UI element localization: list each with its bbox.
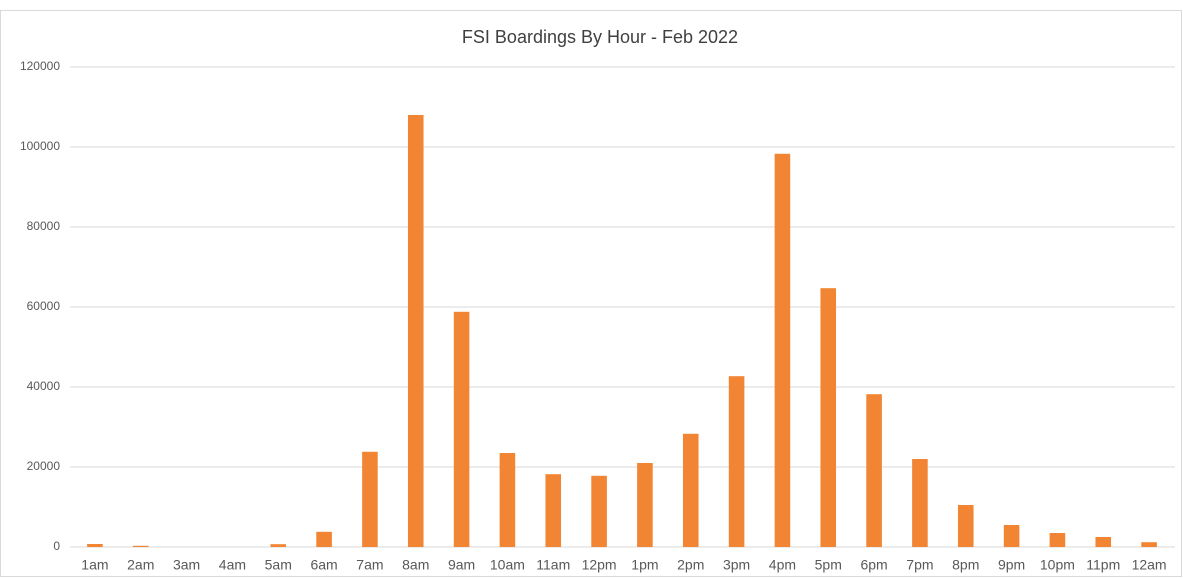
- x-tick-label: 6pm: [860, 557, 887, 573]
- x-tick-label: 2pm: [677, 557, 704, 573]
- bar: [87, 544, 103, 547]
- x-tick-label: 5am: [265, 557, 292, 573]
- x-tick-label: 9am: [448, 557, 475, 573]
- bar: [1003, 525, 1020, 547]
- chart-frame: [0, 10, 1182, 577]
- bar: [407, 115, 424, 547]
- y-tick-label: 120000: [20, 59, 60, 73]
- bar: [1141, 542, 1157, 547]
- x-tick-label: 8am: [402, 557, 429, 573]
- bar: [545, 474, 562, 547]
- bar: [728, 376, 745, 547]
- bar: [957, 505, 974, 547]
- bar: [591, 475, 607, 547]
- x-tick-label: 11pm: [1086, 557, 1120, 573]
- x-tick-label: 6am: [310, 557, 337, 573]
- x-tick-label: 1pm: [631, 557, 658, 573]
- bar: [682, 433, 699, 547]
- x-tick-label: 7pm: [906, 557, 933, 573]
- x-tick-label: 9pm: [998, 557, 1025, 573]
- y-tick-label: 20000: [27, 459, 61, 473]
- x-tick-label: 10pm: [1040, 557, 1075, 573]
- bar: [132, 545, 149, 547]
- chart-title: FSI Boardings By Hour - Feb 2022: [462, 27, 738, 47]
- x-tick-label: 2am: [127, 557, 154, 573]
- x-tick-label: 3am: [173, 557, 200, 573]
- x-tick-label: 10am: [490, 557, 525, 573]
- x-tick-label: 5pm: [815, 557, 842, 573]
- bar: [270, 544, 287, 547]
- bar: [820, 288, 837, 547]
- bar: [362, 451, 378, 547]
- y-tick-label: 40000: [27, 379, 61, 393]
- bar: [316, 531, 332, 547]
- bar: [453, 311, 470, 547]
- y-tick-label: 0: [53, 539, 60, 553]
- y-tick-label: 100000: [20, 139, 60, 153]
- x-tick-label: 1am: [81, 557, 108, 573]
- bar: [499, 453, 516, 547]
- y-tick-label: 80000: [27, 219, 61, 233]
- bar: [866, 394, 882, 547]
- bar: [637, 463, 653, 547]
- x-tick-label: 4am: [219, 557, 246, 573]
- x-tick-label: 12pm: [582, 557, 617, 573]
- x-tick-label: 12am: [1132, 557, 1167, 573]
- bar: [1049, 533, 1066, 547]
- x-tick-label: 4pm: [769, 557, 796, 573]
- bar: [912, 459, 928, 547]
- x-tick-label: 11am: [536, 557, 570, 573]
- x-tick-label: 8pm: [952, 557, 979, 573]
- bar: [1095, 537, 1112, 547]
- bar: [774, 153, 791, 548]
- x-tick-label: 3pm: [723, 557, 750, 573]
- x-tick-label: 7am: [356, 557, 383, 573]
- y-tick-label: 60000: [27, 299, 61, 313]
